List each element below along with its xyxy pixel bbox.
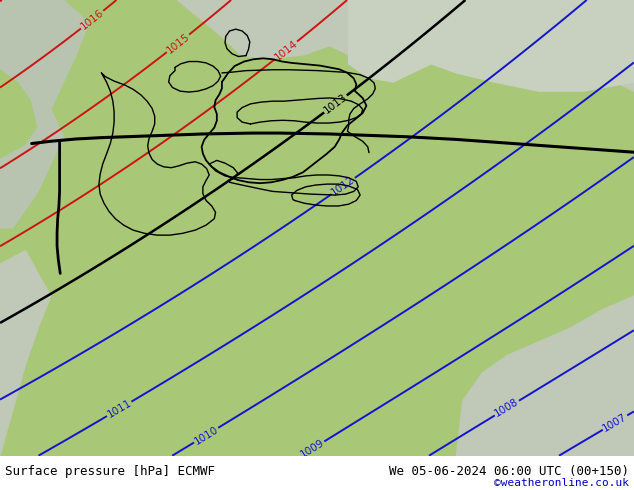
Text: 1012: 1012 <box>330 174 357 198</box>
Polygon shape <box>456 296 634 456</box>
Text: ©weatheronline.co.uk: ©weatheronline.co.uk <box>494 478 629 488</box>
Text: We 05-06-2024 06:00 UTC (00+150): We 05-06-2024 06:00 UTC (00+150) <box>389 466 629 478</box>
Text: 1011: 1011 <box>105 398 133 420</box>
Text: 1015: 1015 <box>164 31 191 55</box>
Text: 1009: 1009 <box>299 438 326 460</box>
Text: 1013: 1013 <box>322 92 349 116</box>
Polygon shape <box>0 251 51 456</box>
Text: 1014: 1014 <box>273 38 299 63</box>
Text: 1010: 1010 <box>192 424 220 446</box>
Polygon shape <box>349 0 634 91</box>
Text: 1008: 1008 <box>493 397 521 419</box>
Polygon shape <box>0 0 89 228</box>
Text: 1007: 1007 <box>601 412 629 434</box>
Text: 1016: 1016 <box>79 7 106 32</box>
Text: Surface pressure [hPa] ECMWF: Surface pressure [hPa] ECMWF <box>5 466 215 478</box>
Polygon shape <box>178 0 634 91</box>
